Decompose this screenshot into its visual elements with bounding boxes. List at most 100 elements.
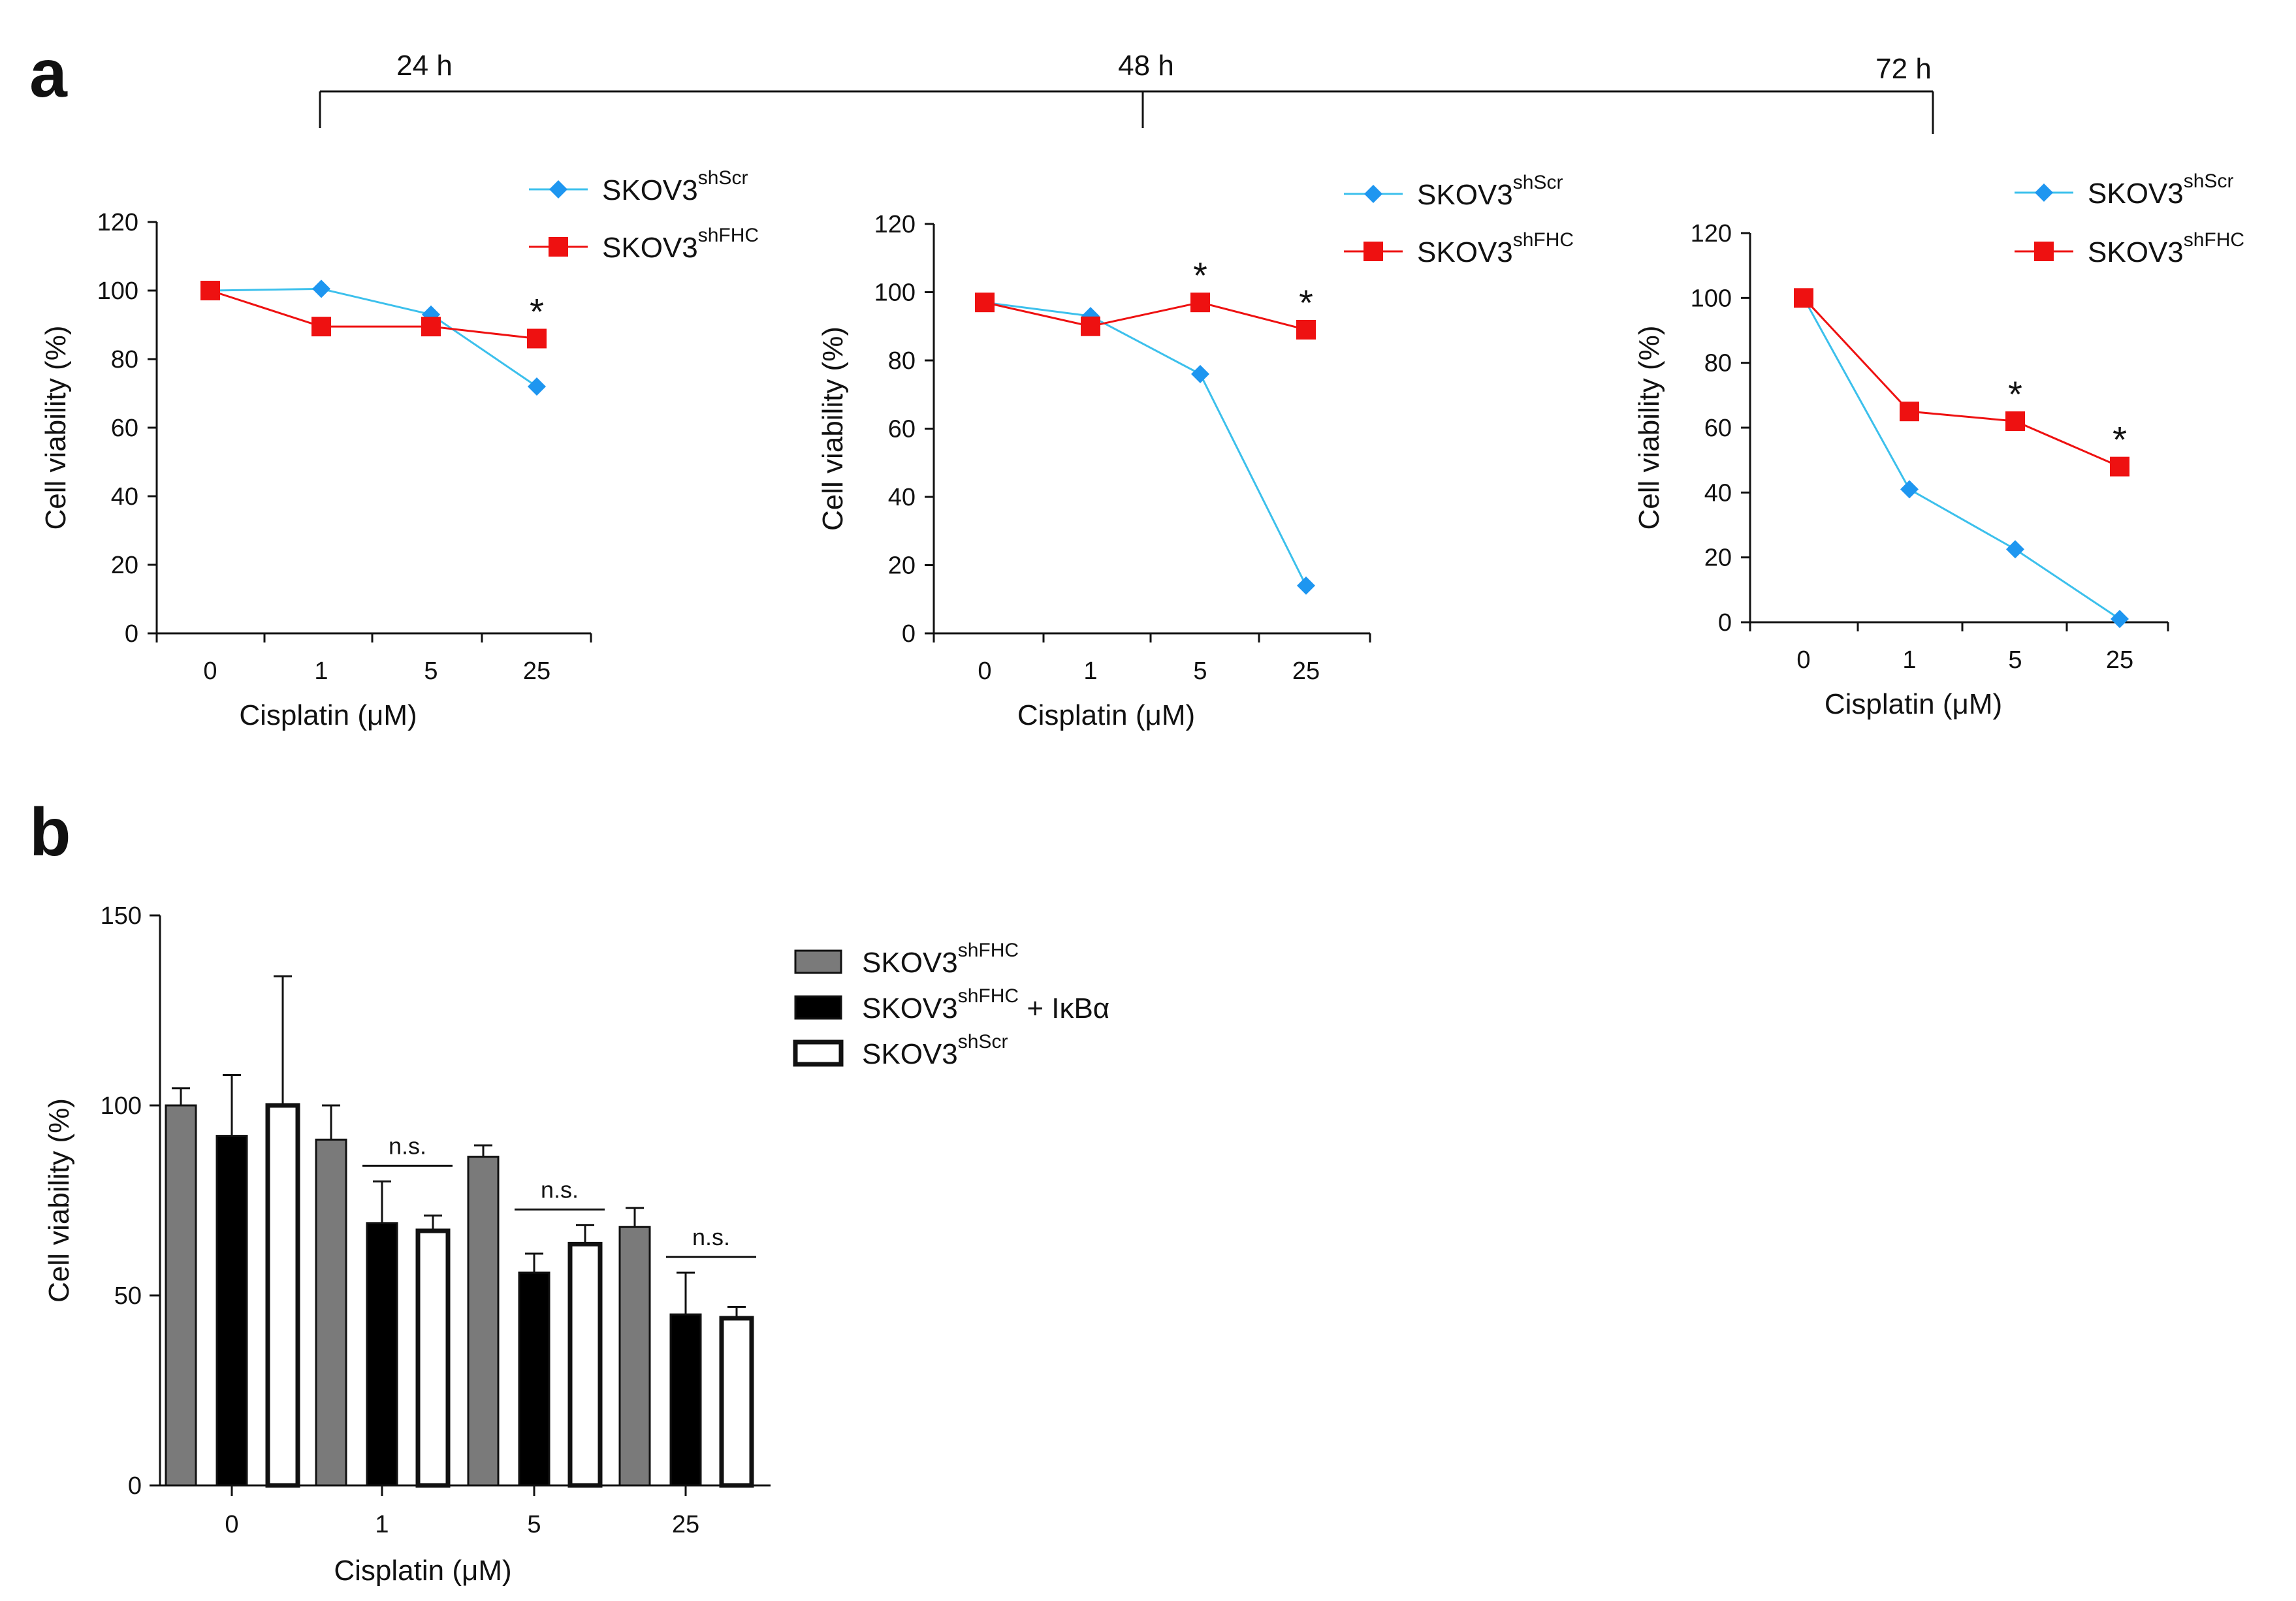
y-tick-label: 80 xyxy=(1704,350,1732,377)
legend-label-black-suffix: + IκBα xyxy=(1019,992,1109,1024)
legend-label-shScr-sup: shScr xyxy=(2184,170,2234,192)
data-point-shFHC xyxy=(1900,402,1919,422)
legend-marker-shFHC xyxy=(2034,242,2054,261)
y-tick-label: 0 xyxy=(902,620,916,648)
legend-label-white: SKOV3shScr xyxy=(862,1031,1008,1070)
legend-label-black-name: SKOV3 xyxy=(862,992,958,1024)
y-tick-label: 40 xyxy=(888,484,916,511)
y-tick-label: 120 xyxy=(97,209,138,236)
legend-label-shFHC-name: SKOV3 xyxy=(1417,236,1513,268)
x-axis-title: Cisplatin (μM) xyxy=(1017,699,1195,731)
x-tick-label: 25 xyxy=(672,1511,699,1538)
y-tick-label: 20 xyxy=(888,552,916,580)
significance-star: * xyxy=(2113,419,2127,460)
legend-label-shScr-name: SKOV3 xyxy=(602,174,698,206)
panel-label-b: b xyxy=(29,795,71,870)
y-tick-label: 120 xyxy=(874,211,916,238)
legend-label-white-name: SKOV3 xyxy=(862,1038,958,1070)
bar-black xyxy=(669,1313,702,1487)
y-axis-title: Cell viability (%) xyxy=(40,326,72,530)
y-tick-label: 20 xyxy=(111,552,138,579)
y-tick-label: 100 xyxy=(874,279,916,307)
x-tick-label: 25 xyxy=(2106,646,2133,674)
x-tick-label: 5 xyxy=(527,1511,541,1538)
data-point-shFHC xyxy=(1190,293,1210,313)
x-tick-label: 5 xyxy=(2008,646,2022,674)
legend-label-grey-name: SKOV3 xyxy=(862,947,958,979)
x-tick-label: 5 xyxy=(424,658,438,685)
y-tick-label: 40 xyxy=(1704,479,1732,507)
y-tick-label: 60 xyxy=(1704,415,1732,442)
legend-label-shFHC-name: SKOV3 xyxy=(602,232,698,264)
y-tick-label: 0 xyxy=(1718,609,1732,637)
timeline-bracket: 24 h 48 h 72 h xyxy=(319,50,1934,134)
data-point-shFHC xyxy=(527,328,547,349)
y-tick-label: 150 xyxy=(101,902,142,930)
x-tick-label: 0 xyxy=(203,658,217,685)
legend-label-black: SKOV3shFHC + IκBα xyxy=(862,985,1109,1024)
legend-label-shFHC: SKOV3shFHC xyxy=(2088,229,2244,268)
data-point-shFHC xyxy=(421,317,441,337)
timeline-label-24h: 24 h xyxy=(396,50,453,82)
data-point-shScr xyxy=(1900,480,1919,499)
y-axis-title: Cell viability (%) xyxy=(817,326,849,531)
y-tick-label: 60 xyxy=(111,415,138,442)
y-tick-label: 80 xyxy=(111,346,138,373)
bar-grey xyxy=(618,1226,651,1487)
x-tick-label: 5 xyxy=(1193,658,1207,685)
y-tick-label: 40 xyxy=(111,483,138,511)
timeline-label-72h: 72 h xyxy=(1875,53,1932,85)
x-axis-title: Cisplatin (μM) xyxy=(1825,688,2002,720)
x-tick-label: 25 xyxy=(523,658,550,685)
bar-white xyxy=(719,1316,754,1488)
legend-label-shScr-sup: shScr xyxy=(698,167,748,189)
legend-label-shFHC-sup: shFHC xyxy=(1513,229,1574,251)
bar-black xyxy=(366,1222,398,1487)
line-chart-48h: 0 20 40 60 80 100 120 0 1 5 25 Cisplatin (μM) Cell v… xyxy=(817,172,1574,731)
y-axis-title: Cell viability (%) xyxy=(43,1098,75,1303)
legend-label-shScr: SKOV3shScr xyxy=(1417,172,1563,211)
legend-label-shScr: SKOV3shScr xyxy=(2088,170,2233,210)
bar-white xyxy=(567,1241,603,1488)
y-tick-label: 0 xyxy=(128,1472,142,1500)
x-tick-label: 1 xyxy=(1083,658,1097,685)
data-point-shFHC xyxy=(1794,288,1813,308)
legend-label-white-sup: shScr xyxy=(958,1031,1008,1053)
legend-swatch-white xyxy=(793,1039,844,1067)
data-point-shScr xyxy=(1297,576,1315,595)
legend-label-shFHC-sup: shFHC xyxy=(698,225,759,246)
ns-label: n.s. xyxy=(541,1176,579,1203)
data-point-shFHC xyxy=(1081,316,1100,336)
data-point-shFHC xyxy=(975,293,995,313)
data-point-shFHC xyxy=(2005,411,2025,432)
legend-marker-shFHC xyxy=(1363,242,1383,261)
legend-label-shScr-name: SKOV3 xyxy=(2088,178,2184,210)
y-tick-label: 100 xyxy=(97,277,138,305)
data-point-shFHC xyxy=(311,317,331,337)
data-point-shFHC xyxy=(2110,456,2129,477)
legend-label-shFHC-name: SKOV3 xyxy=(2088,236,2184,268)
significance-star: * xyxy=(1299,282,1313,323)
y-tick-label: 20 xyxy=(1704,545,1732,572)
data-point-shScr xyxy=(528,377,546,396)
y-tick-label: 100 xyxy=(1691,285,1732,312)
x-tick-label: 0 xyxy=(1796,646,1810,674)
timeline-label-48h: 48 h xyxy=(1118,50,1174,82)
series-line-shScr xyxy=(984,301,1307,586)
ns-label: n.s. xyxy=(692,1224,730,1250)
legend-label-grey: SKOV3shFHC xyxy=(862,940,1019,979)
legend-marker-shScr xyxy=(1364,185,1382,203)
legend-label-shFHC-sup: shFHC xyxy=(2184,229,2244,251)
data-point-shFHC xyxy=(1296,319,1316,340)
y-tick-label: 60 xyxy=(888,416,916,443)
significance-star: * xyxy=(2008,373,2022,415)
legend-label-shFHC: SKOV3shFHC xyxy=(1417,229,1574,268)
bar-white xyxy=(265,1103,300,1488)
panel-label-a: a xyxy=(29,36,68,112)
legend-label-shFHC: SKOV3shFHC xyxy=(602,225,759,264)
line-chart-72h: 0 20 40 60 80 100 120 0 1 5 25 Cisplatin (μM) Cell v… xyxy=(1633,170,2244,720)
series-line-shFHC xyxy=(210,289,537,340)
legend-label-grey-sup: shFHC xyxy=(958,940,1019,961)
x-axis-title: Cisplatin (μM) xyxy=(334,1555,511,1587)
